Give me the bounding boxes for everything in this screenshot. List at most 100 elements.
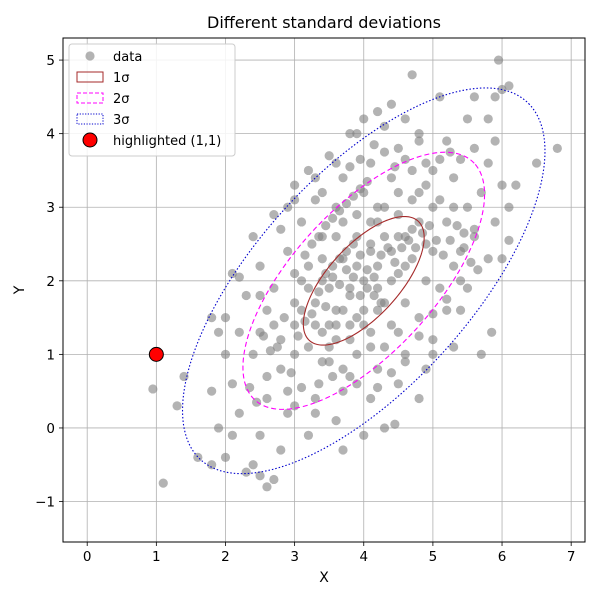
data-point — [338, 445, 348, 455]
data-point — [476, 349, 486, 359]
data-point — [324, 283, 334, 293]
data-point — [462, 202, 473, 212]
data-point — [407, 224, 417, 234]
data-point — [251, 397, 262, 407]
data-point — [328, 371, 338, 382]
data-point — [348, 272, 358, 282]
data-point — [428, 165, 438, 176]
data-point — [352, 349, 362, 359]
legend-marker-data — [85, 51, 95, 61]
data-point — [404, 235, 414, 245]
data-point — [414, 187, 424, 198]
data-point — [497, 254, 507, 264]
data-point — [421, 158, 431, 168]
data-point — [483, 158, 493, 168]
data-point — [345, 371, 355, 382]
data-points — [148, 55, 562, 492]
y-tick-label: 4 — [46, 127, 55, 143]
data-point — [490, 92, 500, 102]
data-point — [317, 327, 327, 337]
highlight-layer — [148, 346, 164, 362]
data-point — [290, 268, 300, 279]
data-point — [352, 312, 362, 323]
data-point — [241, 467, 251, 477]
data-point — [366, 217, 376, 227]
data-point — [352, 379, 362, 389]
data-point — [321, 301, 331, 312]
data-point — [303, 261, 314, 271]
data-point — [469, 143, 479, 153]
data-point — [469, 92, 479, 102]
data-point — [435, 154, 445, 165]
data-point — [359, 114, 369, 124]
data-point — [372, 261, 383, 271]
data-point — [369, 272, 379, 282]
data-point — [366, 246, 376, 256]
data-point — [227, 268, 237, 279]
data-point — [455, 276, 466, 286]
data-point — [428, 246, 438, 256]
data-point — [338, 364, 348, 374]
y-axis-label: Y — [12, 285, 28, 295]
data-point — [296, 276, 307, 286]
data-point — [172, 401, 182, 411]
data-point — [400, 114, 410, 124]
data-point — [341, 198, 352, 209]
data-point — [366, 158, 376, 168]
data-point — [276, 445, 286, 455]
data-point — [290, 195, 300, 205]
data-point — [407, 165, 417, 176]
data-point — [428, 309, 438, 319]
data-point — [504, 81, 514, 91]
data-point — [234, 272, 244, 282]
data-point — [248, 349, 258, 359]
data-point — [386, 368, 397, 378]
data-point — [379, 342, 390, 352]
data-point — [331, 320, 341, 330]
data-point — [227, 379, 237, 389]
highlighted-point — [148, 346, 164, 362]
data-point — [411, 243, 421, 253]
data-point — [348, 191, 358, 201]
data-point — [324, 357, 334, 367]
data-point — [269, 283, 279, 293]
x-axis-ticks: 0 1 2 3 4 5 6 7 — [83, 542, 575, 565]
data-point — [511, 180, 521, 190]
data-point — [269, 474, 279, 485]
data-point — [393, 232, 403, 242]
data-point — [193, 452, 203, 462]
data-point — [417, 228, 428, 238]
data-point — [269, 320, 279, 330]
data-point — [359, 430, 369, 440]
data-point — [383, 243, 393, 253]
data-point — [407, 195, 417, 205]
data-point — [310, 298, 320, 308]
data-point — [407, 70, 417, 80]
data-point — [227, 430, 237, 440]
data-point — [372, 106, 383, 117]
data-point — [372, 382, 383, 393]
data-point — [532, 158, 542, 168]
data-point — [334, 279, 345, 290]
data-point — [262, 393, 272, 404]
data-point — [352, 261, 362, 271]
data-point — [379, 147, 390, 157]
data-point — [359, 305, 369, 315]
data-point — [490, 136, 500, 146]
ellipse-3sigma — [181, 87, 546, 475]
data-point — [376, 298, 386, 308]
legend-label: highlighted (1,1) — [113, 134, 221, 149]
data-point — [276, 224, 286, 234]
data-point — [248, 232, 258, 242]
data-point — [324, 320, 334, 330]
data-point — [372, 217, 383, 227]
data-point — [449, 342, 459, 352]
data-point — [421, 276, 431, 286]
data-point — [331, 232, 341, 242]
data-point — [255, 290, 265, 301]
data-point — [445, 235, 455, 245]
data-point — [355, 154, 365, 165]
data-point — [362, 176, 372, 187]
data-point — [476, 187, 486, 198]
data-point — [303, 165, 314, 176]
